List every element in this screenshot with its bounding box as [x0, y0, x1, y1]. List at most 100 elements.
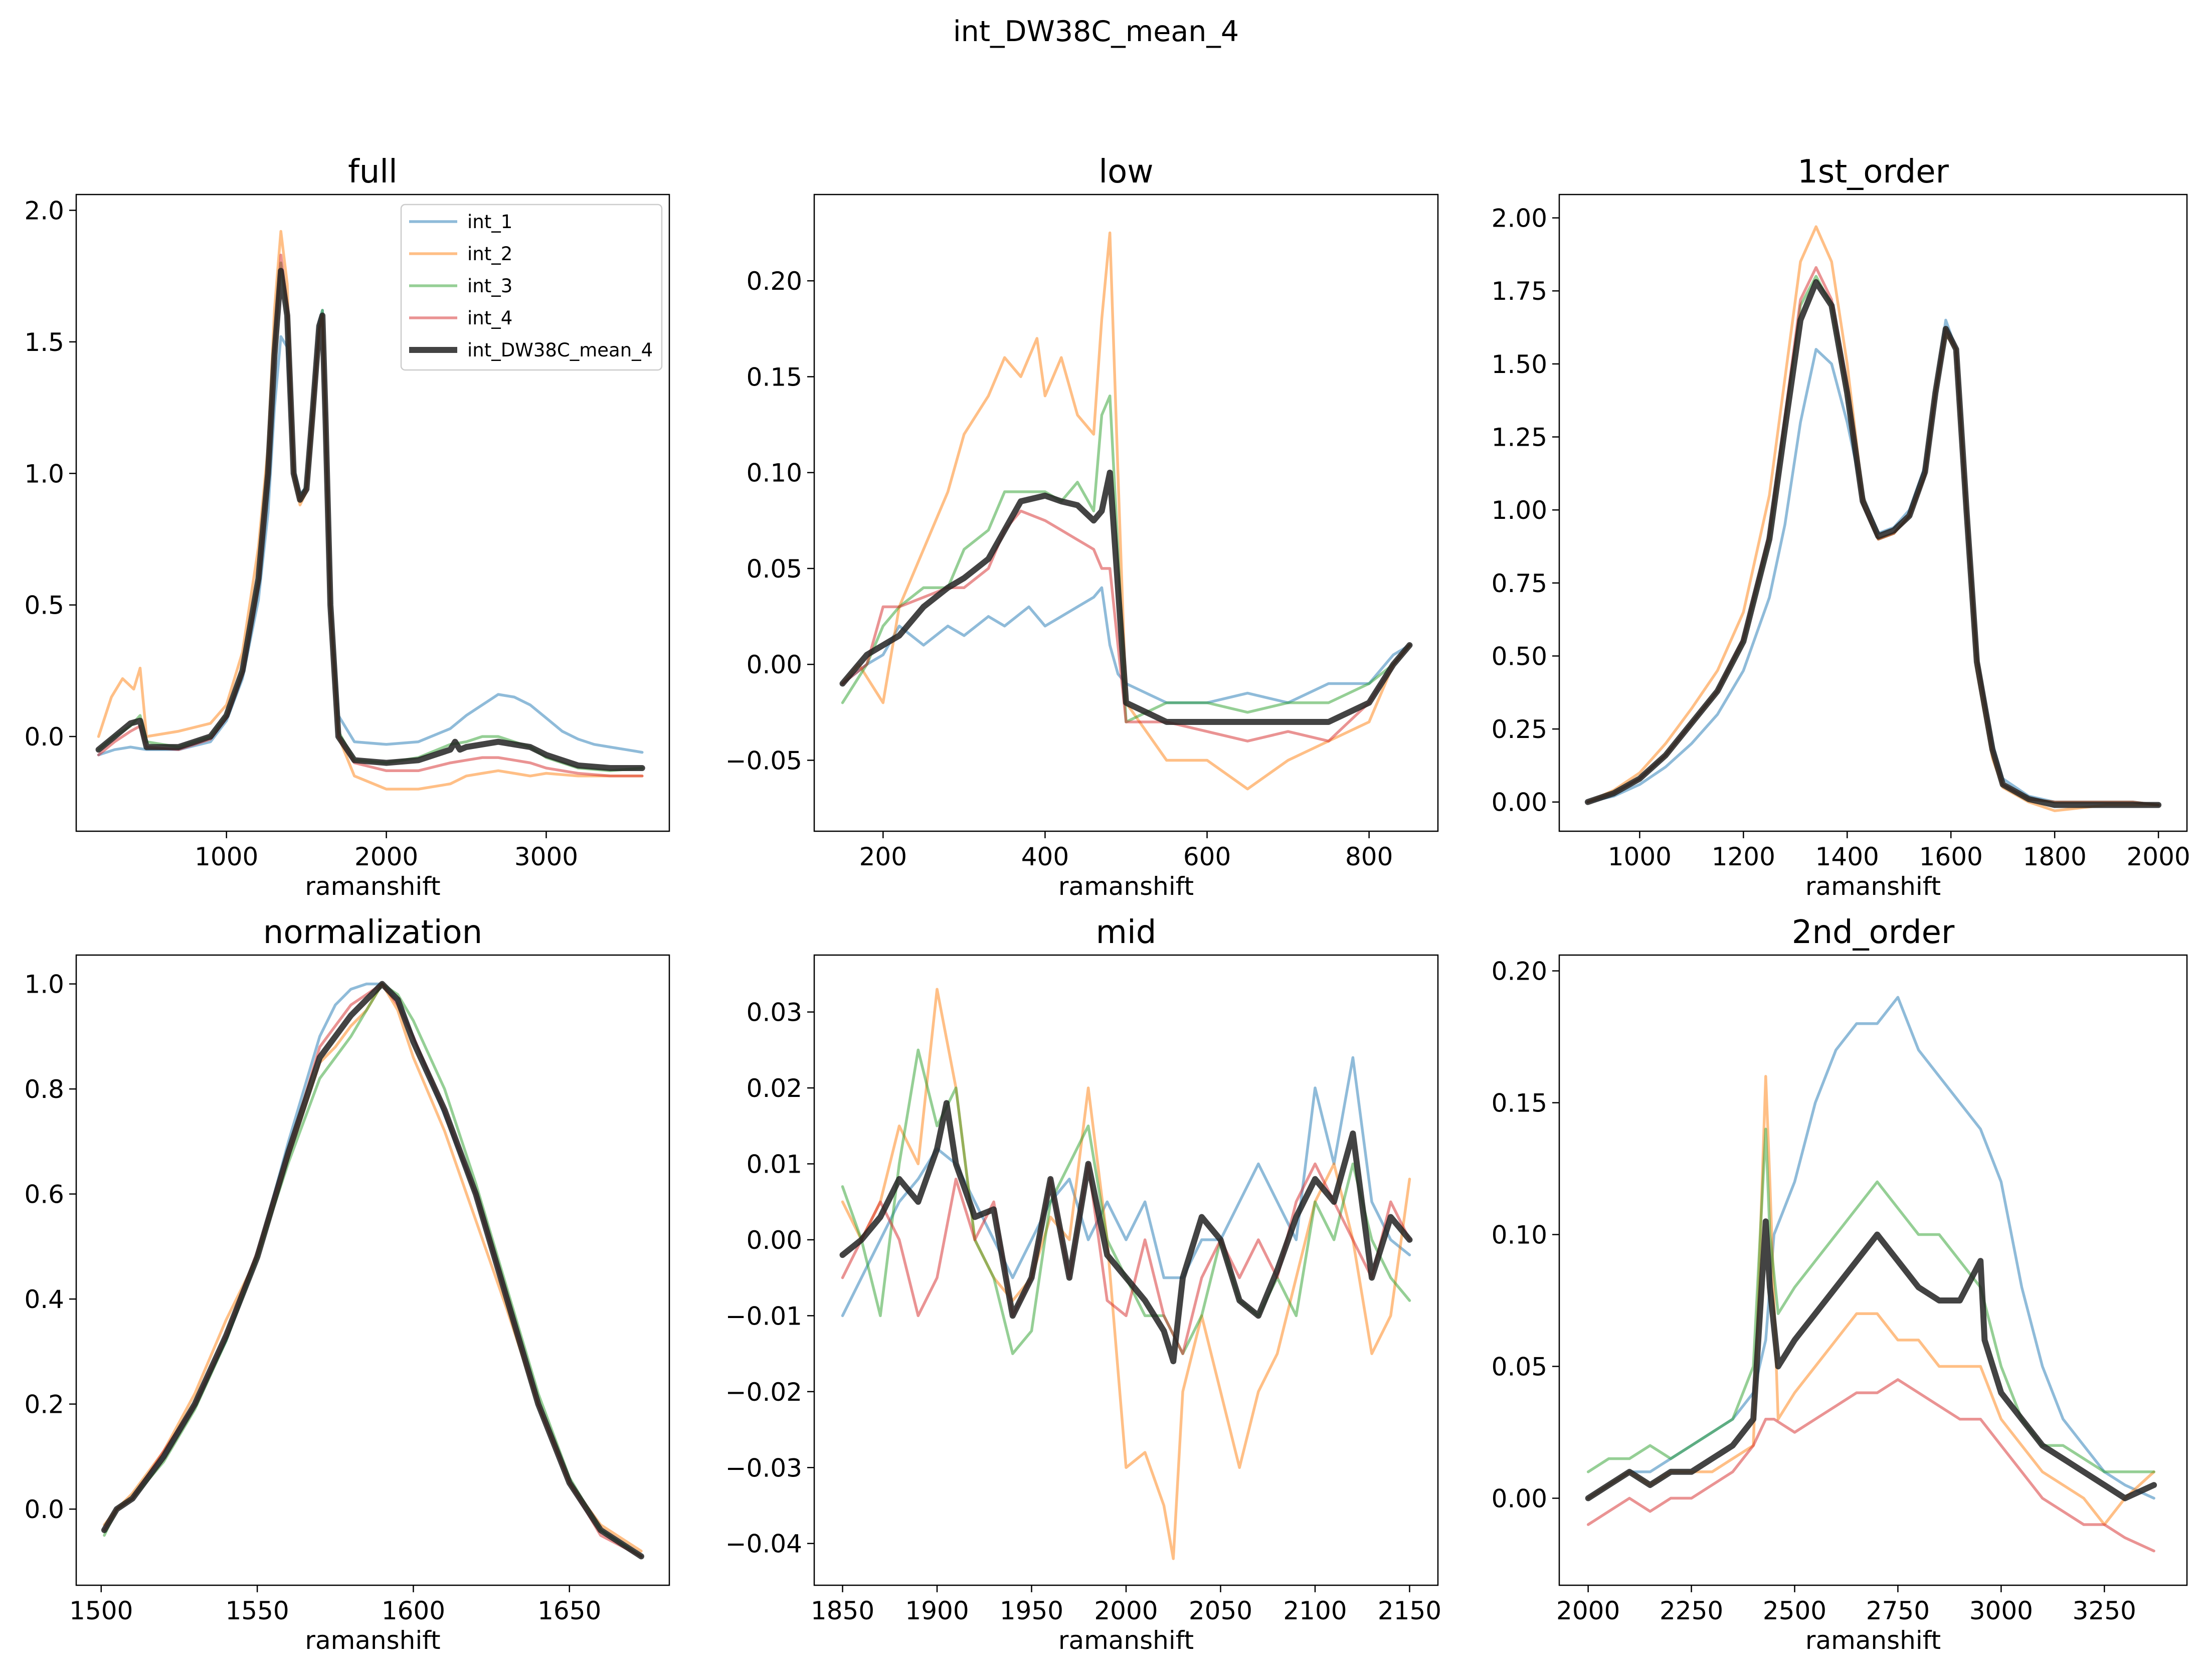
x-tick-label: 1900	[905, 1596, 969, 1625]
x-tick-label: 1600	[382, 1596, 445, 1625]
x-tick-label: 800	[1345, 842, 1393, 871]
x-axis-label: ramanshift	[1805, 872, 1941, 901]
subplot-title: 2nd_order	[1792, 914, 1955, 951]
subplot-full: 1000 2000 3000 0.0 0.5 1.0 1.5 2.0 full ramanshif…	[24, 153, 670, 901]
legend-box	[400, 204, 663, 371]
x-tick-label: 2500	[1763, 1596, 1826, 1625]
axes-frame	[813, 194, 1439, 832]
x-tick-label: 1400	[1815, 842, 1879, 871]
series-line-int-1	[841, 586, 1411, 704]
y-tick-label: 0.05	[747, 554, 802, 584]
y-tick-label: −0.03	[725, 1453, 802, 1482]
legend-label: int_4	[467, 307, 512, 329]
y-tick-label: 0.2	[24, 1390, 64, 1419]
x-tick-label: 1200	[1712, 842, 1775, 871]
series-group	[839, 988, 1413, 1560]
x-tick-label: 1800	[2023, 842, 2087, 871]
series-group	[95, 230, 645, 791]
series-group	[1585, 996, 2157, 1553]
y-tick-label: 0.00	[1492, 788, 1547, 817]
legend-label: int_3	[467, 275, 512, 297]
axes-frame	[75, 954, 670, 1586]
x-axis-label: ramanshift	[1805, 1626, 1941, 1655]
x-tick-label: 3000	[514, 842, 578, 871]
subplot-title: 1st_order	[1797, 153, 1949, 191]
subplot-2nd-order: 2000 2250 2500 2750 3000 3250 0.00 0.05 0.10 0.15…	[1492, 914, 2188, 1655]
y-tick-label: 0.00	[747, 1226, 802, 1255]
y-tick-label: 2.00	[1492, 204, 1547, 233]
series-line-int-DW38C-mean-4	[1584, 279, 2162, 808]
x-tick-label: 3250	[2073, 1596, 2136, 1625]
x-axis-label: ramanshift	[305, 872, 440, 901]
subplot-title: mid	[1096, 914, 1157, 951]
series-line-int-DW38C-mean-4	[1585, 1218, 2157, 1502]
y-tick-label: 0.0	[24, 1495, 64, 1524]
series-group	[101, 981, 644, 1560]
x-axis-label: ramanshift	[305, 1626, 440, 1655]
legend-label: int_2	[467, 243, 512, 265]
x-tick-label: 2050	[1189, 1596, 1252, 1625]
figure-suptitle: int_DW38C_mean_4	[953, 15, 1239, 48]
y-tick-label: 0.03	[747, 998, 802, 1027]
y-tick-label: −0.01	[725, 1301, 802, 1331]
y-tick-label: 1.50	[1492, 350, 1547, 379]
x-tick-label: 2000	[2126, 842, 2190, 871]
y-tick-label: −0.04	[725, 1530, 802, 1559]
series-line-int-DW38C-mean-4	[839, 469, 1413, 725]
x-tick-label: 3000	[1969, 1596, 2033, 1625]
series-line-int-DW38C-mean-4	[101, 981, 644, 1560]
x-tick-label: 600	[1183, 842, 1231, 871]
x-tick-label: 200	[859, 842, 907, 871]
y-tick-label: −0.05	[725, 746, 802, 775]
x-tick-label: 1000	[195, 842, 258, 871]
y-tick-label: 1.0	[24, 970, 64, 999]
y-tick-label: 0.10	[747, 459, 802, 488]
subplot-low: 200 400 600 800 −0.05 0.00 0.05 0.10 0.15 0.20 low…	[725, 153, 1439, 901]
x-tick-label: 1650	[537, 1596, 601, 1625]
x-axis-label: ramanshift	[1058, 1626, 1194, 1655]
y-tick-label: 0.02	[747, 1074, 802, 1103]
y-tick-label: 0.20	[747, 267, 802, 296]
y-tick-label: 0.05	[1492, 1352, 1547, 1381]
series-line-int-DW38C-mean-4	[839, 1100, 1413, 1365]
x-tick-label: 1850	[811, 1596, 874, 1625]
series-line-int-4	[1586, 1378, 2155, 1553]
y-tick-label: 0.01	[747, 1150, 802, 1179]
y-tick-label: 0.6	[24, 1180, 64, 1209]
x-tick-label: 400	[1021, 842, 1069, 871]
subplot-normalization: 1500 1550 1600 1650 0.0 0.2 0.4 0.6 0.8 1.0 normal…	[24, 914, 670, 1655]
y-tick-label: 0.5	[24, 591, 64, 620]
y-tick-label: −0.02	[725, 1378, 802, 1407]
y-tick-label: 0.0	[24, 722, 64, 752]
y-tick-label: 0.15	[1492, 1089, 1547, 1118]
x-tick-label: 1600	[1919, 842, 1983, 871]
x-tick-label: 1550	[226, 1596, 289, 1625]
x-tick-label: 2750	[1866, 1596, 1930, 1625]
subplot-title: low	[1098, 153, 1153, 191]
x-tick-label: 2000	[1094, 1596, 1158, 1625]
axes-frame	[1558, 194, 2188, 832]
y-tick-label: 1.5	[24, 328, 64, 357]
y-tick-label: 0.00	[747, 650, 802, 679]
legend: int_1 int_2 int_3 int_4 int_DW38C_mean_4	[400, 204, 663, 371]
y-tick-label: 0.15	[747, 362, 802, 392]
series-group	[1584, 225, 2162, 812]
x-tick-label: 1000	[1608, 842, 1672, 871]
y-tick-label: 1.25	[1492, 423, 1547, 452]
y-tick-label: 0.8	[24, 1075, 64, 1104]
subplot-grid: 1000 2000 3000 0.0 0.5 1.0 1.5 2.0 full ramanshif…	[24, 153, 2190, 1655]
subplot-1st-order: 1000 1200 1400 1600 1800 2000 0.00 0.25 0.50 0.75…	[1492, 153, 2190, 901]
y-tick-label: 2.0	[24, 196, 64, 225]
y-tick-label: 0.25	[1492, 715, 1547, 744]
y-tick-label: 0.10	[1492, 1220, 1547, 1249]
legend-label: int_DW38C_mean_4	[467, 339, 653, 361]
y-tick-label: 1.75	[1492, 277, 1547, 306]
x-tick-label: 2000	[1556, 1596, 1620, 1625]
y-tick-label: 0.75	[1492, 569, 1547, 598]
series-line-int-4	[841, 1162, 1411, 1355]
axes-frame	[75, 194, 670, 832]
x-axis-label: ramanshift	[1058, 872, 1194, 901]
x-tick-label: 2000	[354, 842, 418, 871]
y-tick-label: 0.50	[1492, 642, 1547, 671]
